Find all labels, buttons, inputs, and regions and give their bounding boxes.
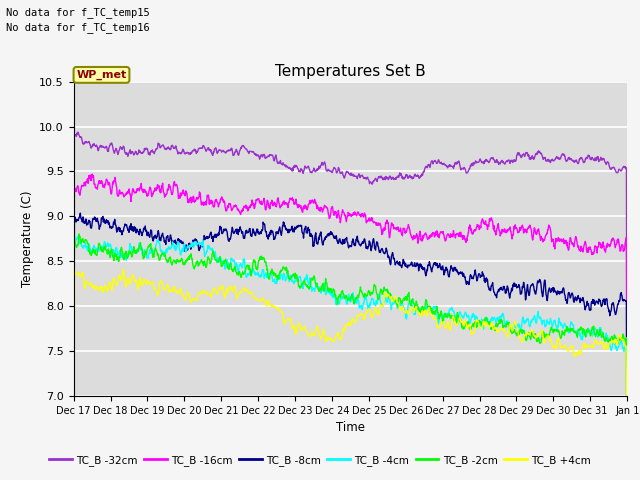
Text: No data for f_TC_temp15: No data for f_TC_temp15 — [6, 7, 150, 18]
Text: No data for f_TC_temp16: No data for f_TC_temp16 — [6, 22, 150, 33]
Y-axis label: Temperature (C): Temperature (C) — [20, 191, 34, 287]
Text: WP_met: WP_met — [76, 70, 127, 80]
Legend: TC_B -32cm, TC_B -16cm, TC_B -8cm, TC_B -4cm, TC_B -2cm, TC_B +4cm: TC_B -32cm, TC_B -16cm, TC_B -8cm, TC_B … — [45, 451, 595, 470]
X-axis label: Time: Time — [336, 421, 365, 434]
Title: Temperatures Set B: Temperatures Set B — [275, 64, 426, 79]
